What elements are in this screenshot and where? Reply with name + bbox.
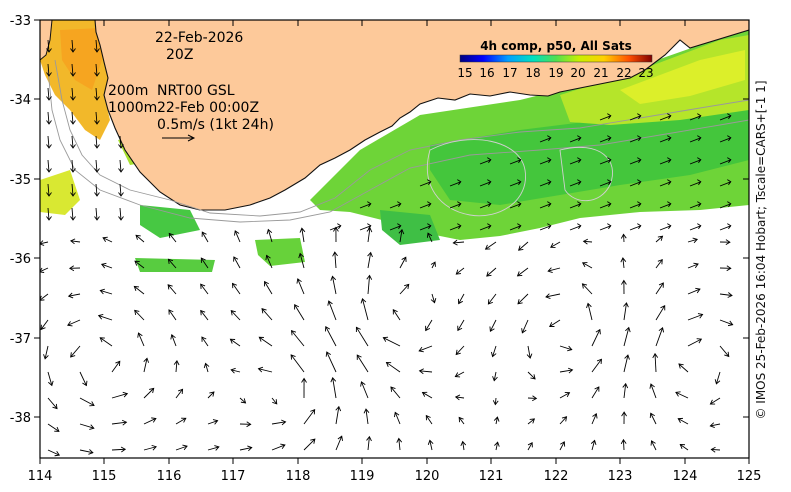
map-frame: [39, 19, 750, 459]
vector-scale-arrow: [162, 134, 196, 142]
map-date: 22-Feb-2026: [155, 30, 243, 46]
lon-label: 115: [92, 469, 117, 484]
latitude-labels: -33 -34 -35 -36 -37 -38: [10, 14, 31, 426]
lon-label: 122: [544, 469, 569, 484]
lat-label: -37: [10, 332, 31, 347]
map-time: 20Z: [166, 47, 193, 63]
lon-label: 125: [737, 469, 762, 484]
colorbar-tick: 21: [593, 66, 608, 80]
isobath-label-200m: 200m: [108, 83, 148, 99]
lon-label: 116: [157, 469, 182, 484]
lat-label: -35: [10, 173, 31, 188]
lon-label: 114: [28, 469, 53, 484]
current-vectors: [40, 39, 734, 457]
lon-label: 123: [608, 469, 633, 484]
lon-label: 124: [673, 469, 698, 484]
lon-label: 119: [350, 469, 375, 484]
colorbar-tick: 17: [502, 66, 517, 80]
lat-label: -33: [10, 14, 31, 29]
colorbar-tick: 23: [638, 66, 653, 80]
colorbar-tick: 18: [525, 66, 540, 80]
lon-label: 117: [221, 469, 246, 484]
vector-scale-label: 0.5m/s (1kt 24h): [157, 117, 274, 133]
colorbar-ticks: 15 16 17 18 19 20 21 22 23: [457, 66, 653, 80]
land-western-australia: [40, 20, 749, 211]
sst-colorbar: [459, 54, 653, 63]
lat-label: -38: [10, 411, 31, 426]
product-name: NRT00 GSL: [157, 83, 235, 99]
product-time: 22-Feb 00:00Z: [157, 100, 259, 116]
colorbar-title: 4h comp, p50, All Sats: [480, 39, 632, 53]
longitude-labels: 114 115 116 117 118 119 120 121 122 123 …: [28, 469, 762, 484]
colorbar-tick: 22: [616, 66, 631, 80]
lat-label: -34: [10, 93, 31, 108]
sst-field: [40, 20, 749, 272]
colorbar-tick: 16: [479, 66, 494, 80]
axis-ticks: [34, 19, 750, 464]
lon-label: 121: [479, 469, 504, 484]
credit-text: © IMOS 25-Feb-2026 16:04 Hobart; Tscale=…: [754, 80, 768, 420]
land-cape-leeuwin: [40, 20, 53, 61]
colorbar-tick: 20: [570, 66, 585, 80]
colorbar-tick: 15: [457, 66, 472, 80]
colorbar-tick: 19: [548, 66, 563, 80]
lat-label: -36: [10, 252, 31, 267]
isobath-label-1000m: 1000m: [108, 100, 157, 116]
lon-label: 118: [286, 469, 311, 484]
lon-label: 120: [415, 469, 440, 484]
